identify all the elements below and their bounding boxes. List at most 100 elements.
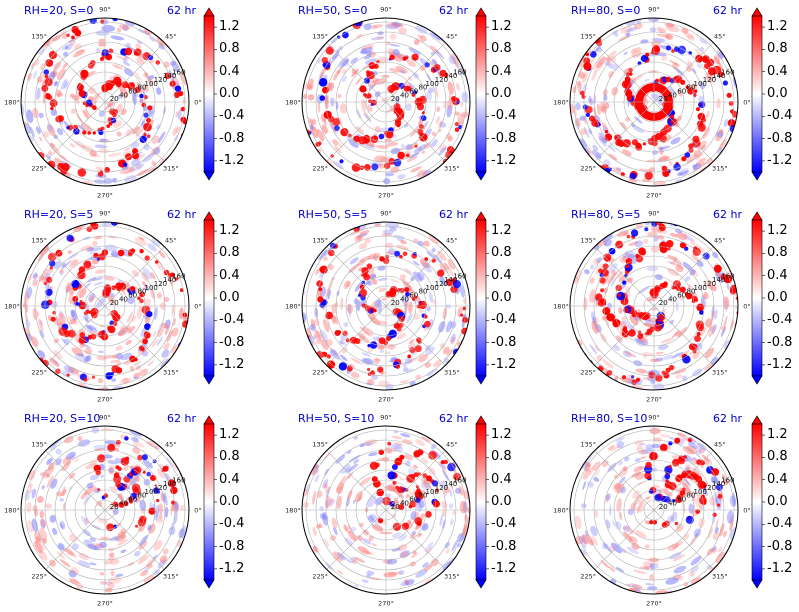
- radius-tick-label: 60: [128, 496, 137, 504]
- colorbar-tick-label: 0.8: [491, 41, 512, 57]
- colorbar-tick-label: -1.2: [219, 560, 245, 576]
- angle-tick-label: 180°: [285, 303, 301, 311]
- panel-time-label: 62 hr: [713, 208, 742, 221]
- radius-tick-label: 120: [435, 484, 448, 492]
- radius-tick-label: 100: [145, 80, 158, 88]
- radius-tick-label: 80: [419, 84, 428, 92]
- radius-tick-label: 40: [668, 295, 677, 303]
- colorbar-tick-label: -0.4: [491, 108, 517, 124]
- angle-tick-label: 180°: [553, 99, 569, 107]
- colorbar: [475, 7, 489, 181]
- radius-tick-label: 20: [391, 503, 400, 511]
- radius-tick-label: 60: [128, 88, 137, 96]
- colorbar-tick-label: -1.2: [767, 560, 793, 576]
- radius-tick-label: 100: [426, 488, 439, 496]
- angle-tick-label: 315°: [163, 164, 179, 172]
- radius-tick-label: 60: [409, 292, 418, 300]
- angle-tick-label: 135°: [31, 237, 47, 245]
- colorbar-extend-max: [751, 415, 763, 425]
- angle-tick-label: 225°: [31, 164, 47, 172]
- colorbar: [751, 7, 765, 181]
- radius-tick-label: 100: [145, 488, 158, 496]
- radius-tick-label: 140: [444, 72, 457, 80]
- colorbar-tick-label: -0.4: [219, 516, 245, 532]
- radius-tick-label: 100: [426, 284, 439, 292]
- radius-tick-label: 100: [694, 80, 707, 88]
- colorbar-extend-max: [751, 7, 763, 17]
- radius-tick-label: 60: [677, 292, 686, 300]
- angle-tick-label: 270°: [97, 600, 113, 608]
- angle-tick-label: 90°: [380, 210, 392, 218]
- panel-title: RH=50, S=10: [298, 412, 375, 425]
- colorbar-tick-label: -0.8: [491, 538, 517, 554]
- radius-tick-label: 80: [138, 84, 147, 92]
- angle-tick-label: 315°: [712, 164, 728, 172]
- radius-tick-label: 140: [444, 276, 457, 284]
- colorbar-tick-label: -0.8: [767, 334, 793, 350]
- polar-panel-rh50-s10: 0°45°90°135°180°225°270°315°204060801001…: [285, 414, 483, 608]
- radius-tick-label: 160: [721, 68, 734, 76]
- colorbar-extend-min: [203, 171, 215, 181]
- angle-tick-label: 315°: [712, 368, 728, 376]
- radius-tick-label: 80: [138, 492, 147, 500]
- radius-tick-label: 120: [154, 76, 167, 84]
- colorbar-extend-min: [751, 375, 763, 385]
- colorbar-tick-label: 0.8: [767, 449, 788, 465]
- colorbar-tick-label: 0.4: [491, 267, 512, 283]
- radius-tick-label: 80: [419, 492, 428, 500]
- radius-tick-label: 60: [128, 292, 137, 300]
- radius-tick-label: 60: [677, 496, 686, 504]
- panel-time-label: 62 hr: [167, 412, 196, 425]
- colorbar-tick-label: -0.4: [219, 312, 245, 328]
- angle-tick-label: 225°: [31, 572, 47, 580]
- colorbar-tick-label: 0.0: [491, 494, 512, 509]
- radius-tick-label: 80: [419, 288, 428, 296]
- colorbar-tick-label: -0.4: [767, 312, 793, 328]
- radius-tick-label: 120: [435, 280, 448, 288]
- radius-tick-label: 160: [172, 272, 185, 280]
- angle-tick-label: 225°: [312, 572, 328, 580]
- angle-tick-label: 45°: [165, 441, 177, 449]
- polar-panel-rh20-s5: 0°45°90°135°180°225°270°315°20 40 60 801001…: [4, 210, 202, 404]
- angle-tick-label: 225°: [580, 572, 596, 580]
- angle-tick-label: 180°: [285, 99, 301, 107]
- angle-tick-label: 180°: [285, 507, 301, 515]
- radius-tick-label: 140: [163, 276, 176, 284]
- colorbar-tick-label: 1.2: [219, 427, 240, 443]
- panel-title: RH=20, S=10: [24, 412, 101, 425]
- radius-tick-label: 160: [721, 272, 734, 280]
- angle-tick-label: 270°: [646, 600, 662, 608]
- polar-panel-rh80-s10: 0°45°90°135°180°225°270°315°20 40 60 801001…: [553, 414, 751, 608]
- angle-tick-label: 45°: [446, 33, 458, 41]
- angle-tick-label: 225°: [580, 164, 596, 172]
- colorbar-tick-label: -1.2: [767, 152, 793, 168]
- angle-tick-label: 45°: [165, 237, 177, 245]
- colorbar-extend-min: [475, 375, 487, 385]
- colorbar-tick-label: 0.8: [219, 449, 240, 465]
- colorbar-tick-label: -1.2: [219, 356, 245, 372]
- panel-title: RH=20, S=0: [24, 4, 94, 17]
- colorbar: [203, 415, 217, 589]
- radius-tick-label: 40: [668, 91, 677, 99]
- radius-tick-label: 40: [119, 91, 128, 99]
- colorbar-tick-label: -1.2: [491, 356, 517, 372]
- angle-tick-label: 270°: [97, 192, 113, 200]
- radius-tick-label: 160: [172, 68, 185, 76]
- colorbar: [475, 211, 489, 385]
- colorbar-tick-label: 0.0: [219, 494, 240, 509]
- angle-tick-label: 135°: [312, 441, 328, 449]
- colorbar-tick-label: -1.2: [491, 152, 517, 168]
- panel-time-label: 62 hr: [167, 208, 196, 221]
- colorbar: [751, 415, 765, 589]
- angle-tick-label: 45°: [714, 33, 726, 41]
- angle-tick-label: 225°: [312, 164, 328, 172]
- colorbar-extend-max: [475, 415, 487, 425]
- polar-panel-rh80-s0: 0°45°90°135°180°225°270°315°20 40 60 801001…: [553, 6, 751, 200]
- radius-tick-label: 100: [145, 284, 158, 292]
- angle-tick-label: 90°: [648, 414, 660, 422]
- colorbar-tick-label: 0.4: [767, 63, 788, 79]
- colorbar: [203, 211, 217, 385]
- angle-tick-label: 180°: [4, 507, 20, 515]
- angle-tick-label: 45°: [446, 441, 458, 449]
- colorbar-tick-label: -0.4: [219, 108, 245, 124]
